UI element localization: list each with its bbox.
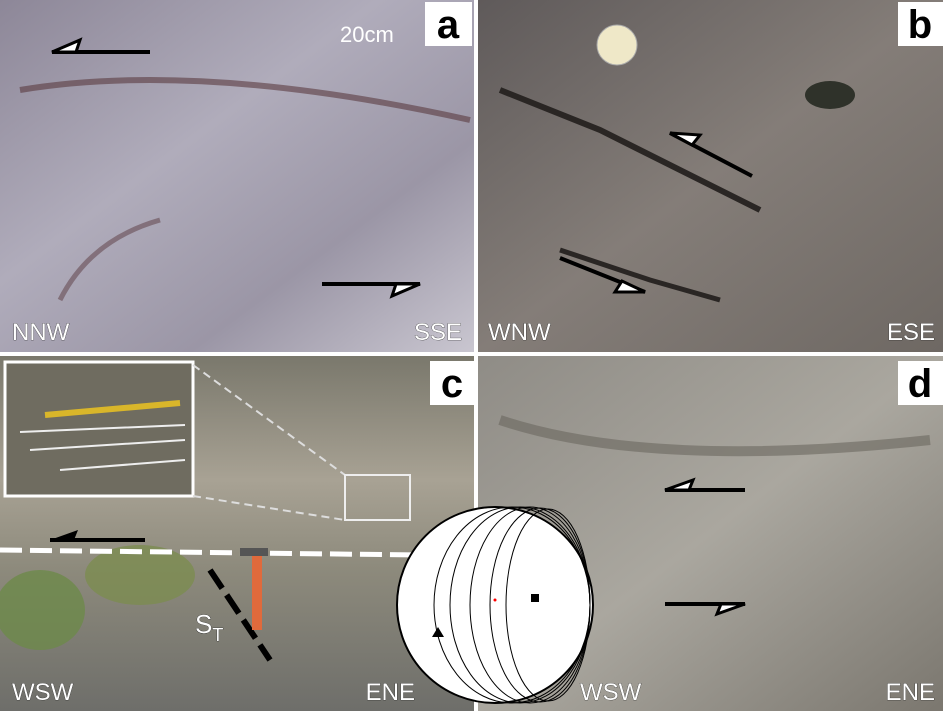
- panel-label: a: [437, 3, 460, 47]
- direction-label: WSW: [580, 679, 642, 706]
- panel-label: b: [908, 3, 932, 47]
- surface-symbol: S: [195, 609, 212, 639]
- panel-a: a 20cm NNW SSE: [0, 0, 474, 352]
- panel-b: b WNW ESE: [478, 0, 943, 352]
- panel-label: c: [441, 362, 463, 406]
- panel-label: d: [908, 362, 932, 406]
- direction-label: NNW: [12, 319, 70, 346]
- stereonet: [397, 507, 593, 703]
- direction-label: ESE: [887, 319, 935, 346]
- direction-label: SSE: [414, 319, 462, 346]
- direction-label: WSW: [12, 679, 74, 706]
- figure: a 20cm NNW SSE b WNW ESE c ST: [0, 0, 943, 711]
- direction-label: WNW: [488, 319, 551, 346]
- scale-label: 20cm: [340, 22, 394, 47]
- direction-label: ENE: [366, 679, 415, 706]
- panel-c: c ST WSW ENE: [0, 356, 474, 711]
- direction-label: ENE: [886, 679, 935, 706]
- surface-subscript: T: [212, 625, 223, 645]
